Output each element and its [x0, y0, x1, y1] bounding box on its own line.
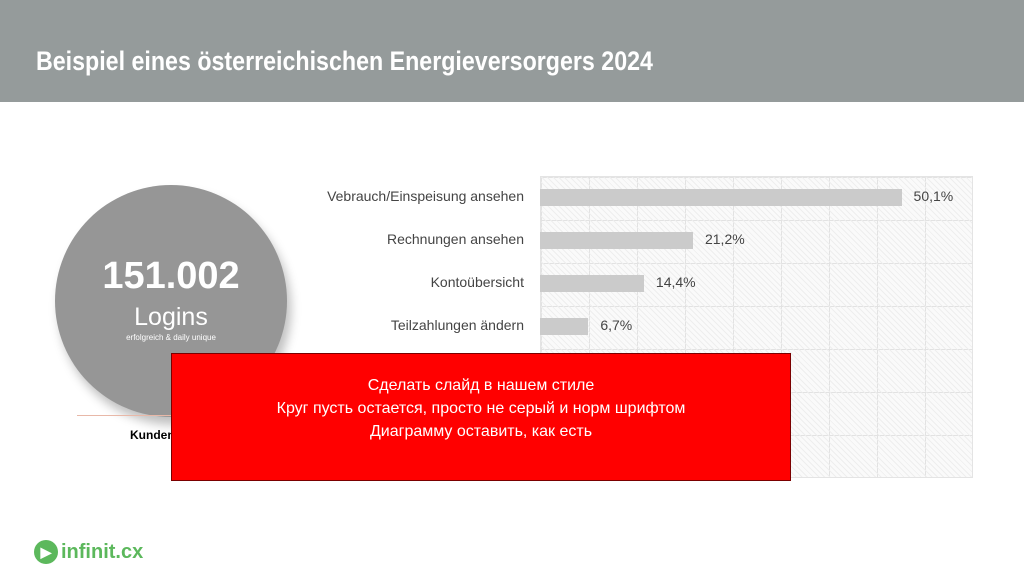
logo-text: infinit.cx — [61, 540, 144, 563]
comment-note: Сделать слайд в нашем стиле Круг пусть о… — [171, 353, 791, 481]
data-label: 6,7% — [600, 317, 633, 333]
kpi-label: Logins — [134, 303, 208, 331]
note-line: Круг пусть остается, просто не серый и н… — [276, 400, 686, 417]
bar — [540, 318, 589, 335]
infinit-logo: ▶ infinit.cx — [34, 540, 143, 564]
data-label: 14,4% — [655, 274, 696, 290]
logo-play-icon: ▶ — [34, 540, 58, 564]
category-label: Rechnungen ansehen — [386, 231, 524, 247]
slide-header: Beispiel eines österreichischen Energiev… — [0, 0, 1024, 102]
slide-title: Beispiel eines österreichischen Energiev… — [36, 46, 653, 76]
kpi-value: 151.002 — [102, 255, 240, 297]
bar — [540, 232, 693, 249]
bar — [540, 275, 644, 292]
kpi-sublabel: erfolgreich & daily unique — [126, 333, 216, 342]
category-label: Teilzahlungen ändern — [390, 317, 524, 333]
category-label: Vebrauch/Einspeisung ansehen — [327, 188, 524, 204]
data-label: 21,2% — [704, 231, 745, 247]
category-label: Kontoübersicht — [430, 274, 524, 290]
bar — [540, 189, 902, 206]
data-label: 50,1% — [913, 188, 954, 204]
kpi-caption: Kunden — [130, 428, 175, 442]
note-line: Диаграмму оставить, как есть — [369, 423, 593, 440]
note-line: Сделать слайд в нашем стиле — [367, 377, 595, 394]
